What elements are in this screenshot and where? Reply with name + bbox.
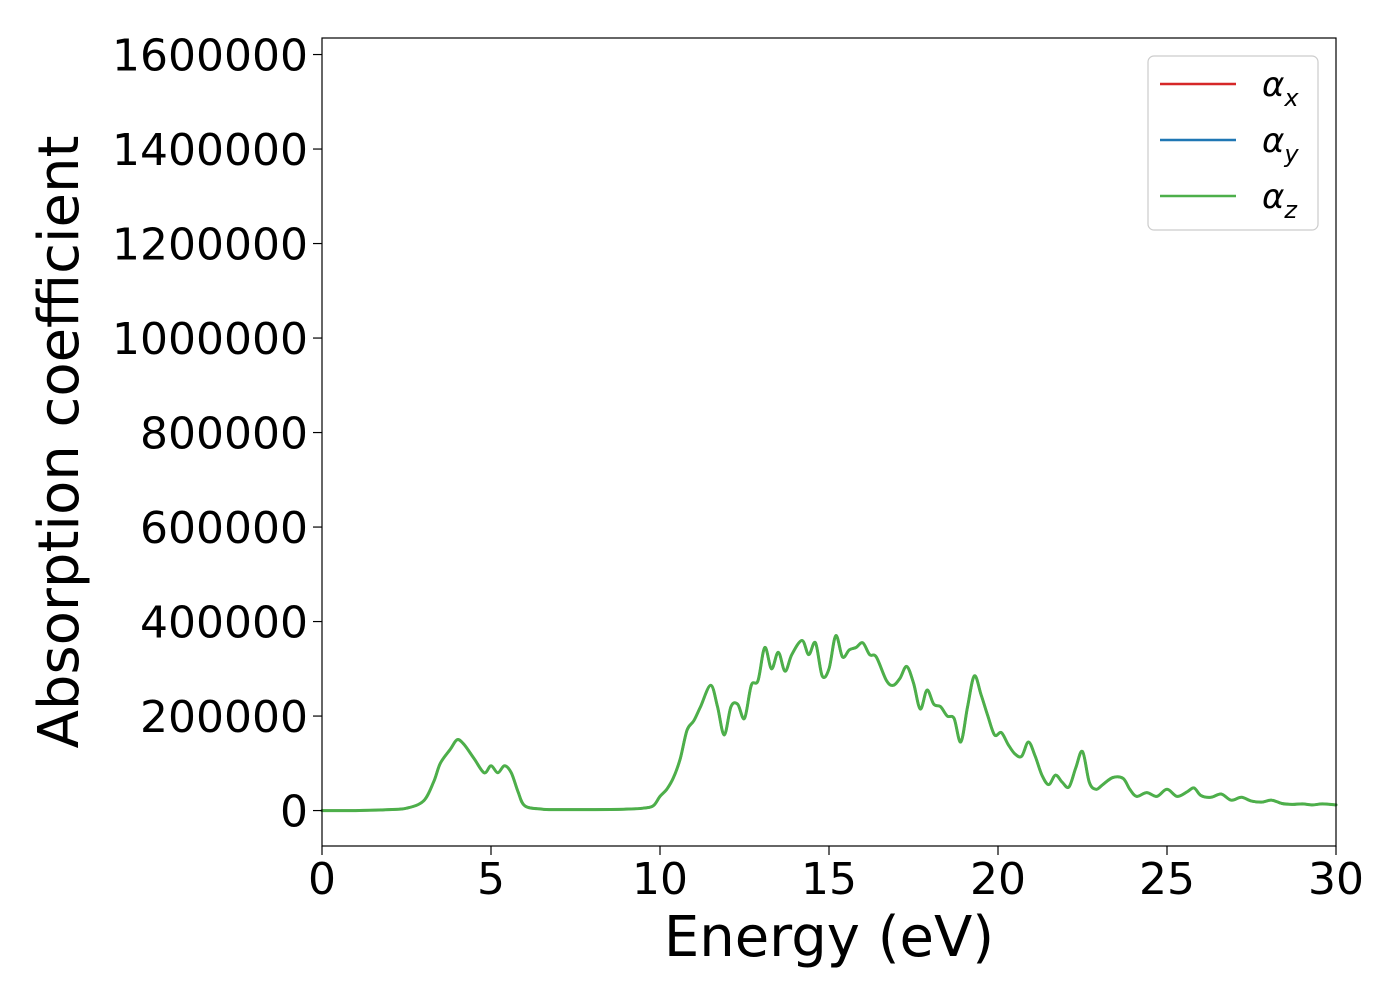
series-line-y xyxy=(320,634,1338,812)
x-tick-label: 0 xyxy=(308,854,336,905)
y-tick-label: 0 xyxy=(280,787,308,838)
y-tick-label: 800000 xyxy=(140,409,308,460)
x-tick-label: 20 xyxy=(970,854,1026,905)
y-axis-ticks: 0 200000 400000 600000 800000 1000000 1200000 1… xyxy=(112,31,322,838)
x-axis-ticks: 0 5 10 15 20 25 30 xyxy=(308,846,1364,905)
x-tick-label: 10 xyxy=(632,854,688,905)
legend-subscript: x xyxy=(1283,84,1299,112)
y-tick-label: 400000 xyxy=(140,598,308,649)
x-tick-label: 15 xyxy=(801,854,857,905)
y-tick-label: 200000 xyxy=(140,692,308,743)
y-tick-label: 1200000 xyxy=(112,220,308,271)
y-tick-label: 600000 xyxy=(140,503,308,554)
series-lines xyxy=(320,634,1338,813)
legend-subscript: y xyxy=(1283,140,1299,168)
x-axis-label: Energy (eV) xyxy=(664,905,994,970)
y-tick-label: 1600000 xyxy=(112,31,308,82)
y-tick-label: 1000000 xyxy=(112,314,308,365)
legend-box xyxy=(1147,55,1319,231)
y-axis-label: Absorption coefficient xyxy=(27,136,92,749)
legend-subscript: z xyxy=(1283,196,1298,224)
series-line-z xyxy=(320,634,1338,813)
x-tick-label: 5 xyxy=(477,854,505,905)
x-tick-label: 25 xyxy=(1139,854,1195,905)
x-tick-label: 30 xyxy=(1308,854,1364,905)
series-line-x xyxy=(320,634,1338,812)
y-tick-label: 1400000 xyxy=(112,125,308,176)
